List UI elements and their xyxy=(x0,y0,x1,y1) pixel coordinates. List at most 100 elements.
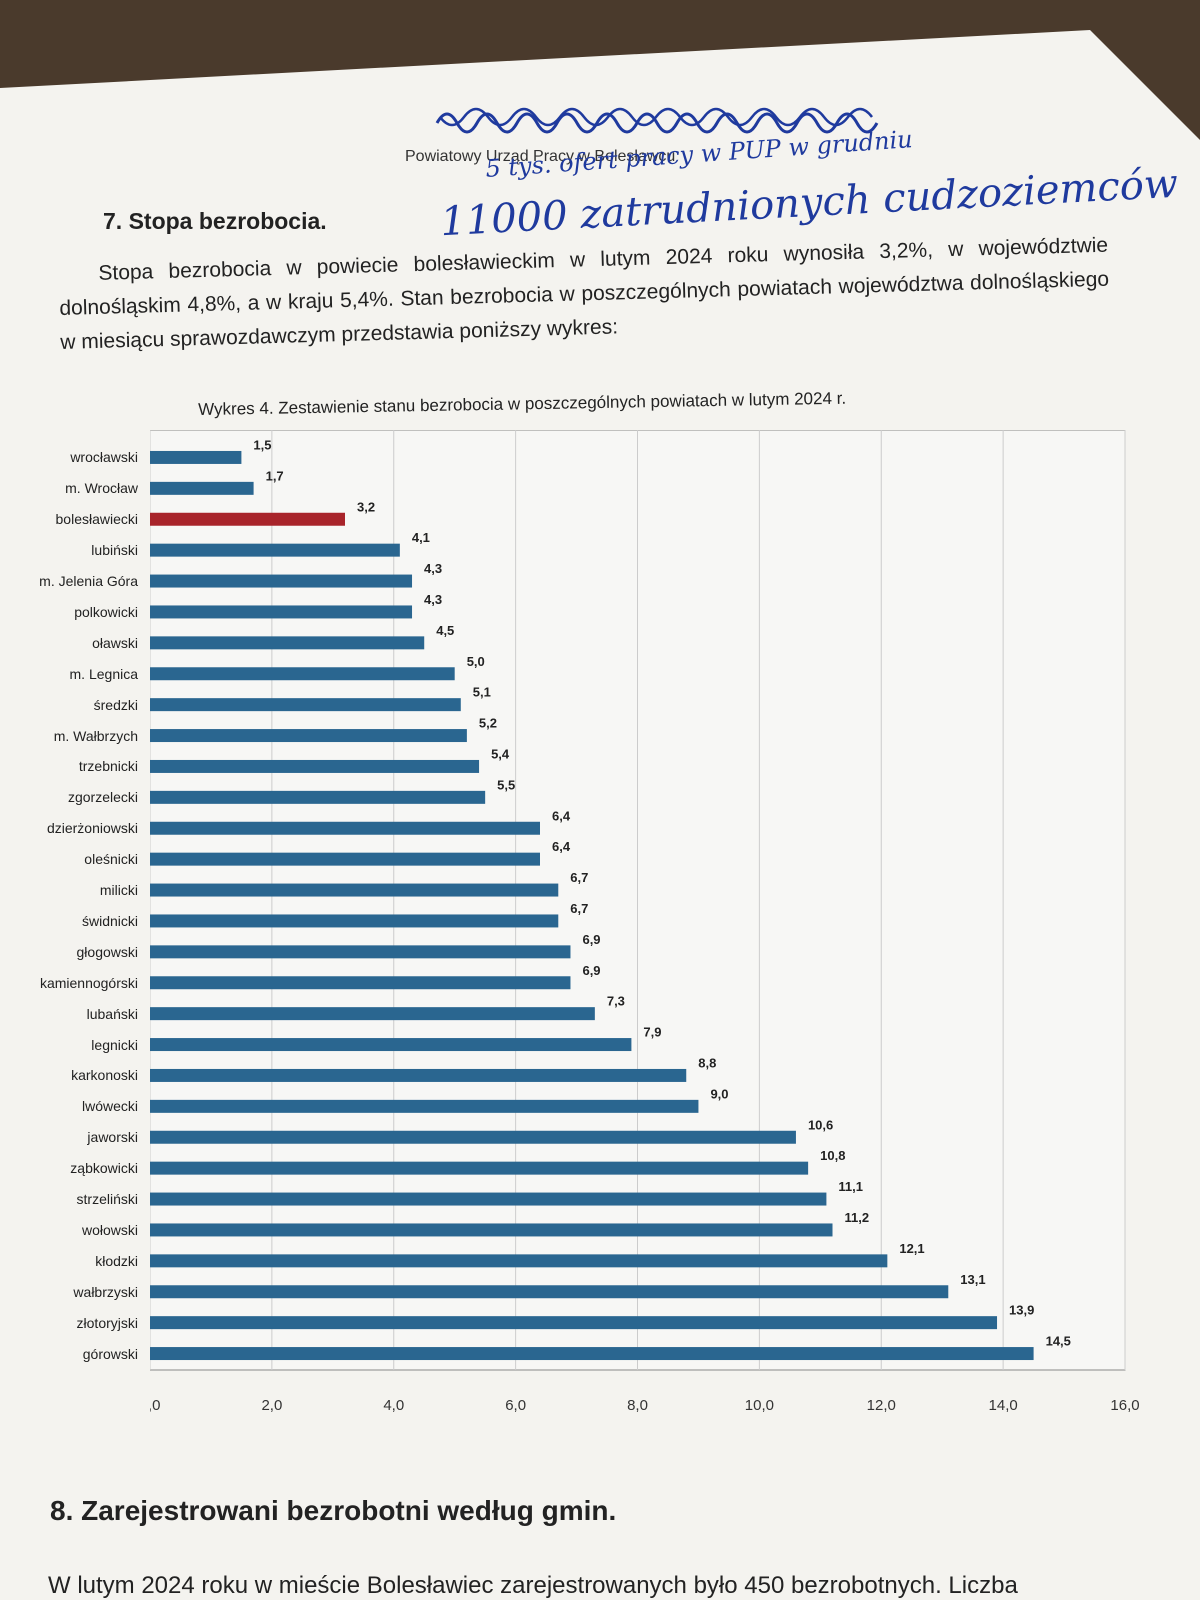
category-label: lubiński xyxy=(91,542,138,558)
value-label: 13,1 xyxy=(960,1272,985,1287)
section-8-title: 8. Zarejestrowani bezrobotni według gmin… xyxy=(50,1495,616,1527)
x-tick-label: 0,0 xyxy=(150,1397,160,1414)
value-label: 1,5 xyxy=(253,437,271,452)
bar-8 xyxy=(150,698,461,711)
section-7-title: 7. Stopa bezrobocia. xyxy=(103,208,327,235)
category-label: średzki xyxy=(94,697,138,713)
value-label: 6,7 xyxy=(570,870,588,885)
unemployment-bar-chart: 0,0 2,0 4,0 6,0 8,0 10,0 12,0 14,0 16,0 1,5 1,7 3,2… xyxy=(150,430,1140,1430)
bar-5 xyxy=(150,605,412,618)
bar-23 xyxy=(150,1162,808,1175)
bar-10 xyxy=(150,760,479,773)
bar-0 xyxy=(150,451,241,464)
value-label: 6,9 xyxy=(582,963,600,978)
value-label: 14,5 xyxy=(1046,1334,1071,1349)
category-label: wrocławski xyxy=(70,449,138,465)
bar-17 xyxy=(150,976,570,989)
category-label: kłodzki xyxy=(95,1253,138,1269)
bar-27 xyxy=(150,1285,948,1298)
category-label: wałbrzyski xyxy=(73,1284,138,1300)
bar-7 xyxy=(150,667,455,680)
category-label: legnicki xyxy=(91,1037,138,1053)
category-label: jaworski xyxy=(87,1129,138,1145)
bar-11 xyxy=(150,791,485,804)
bar-29 xyxy=(150,1347,1034,1360)
value-label: 10,8 xyxy=(820,1148,845,1163)
category-label: m. Legnica xyxy=(70,666,138,682)
value-label: 7,9 xyxy=(643,1025,661,1040)
x-tick-label: 14,0 xyxy=(989,1397,1018,1414)
value-label: 11,1 xyxy=(838,1179,863,1194)
category-label: trzebnicki xyxy=(79,758,138,774)
x-tick-label: 6,0 xyxy=(505,1397,526,1414)
x-tick-label: 4,0 xyxy=(383,1397,404,1414)
value-label: 8,8 xyxy=(698,1055,716,1070)
category-label: kamiennogórski xyxy=(40,975,138,991)
bar-3 xyxy=(150,544,400,557)
bar-20 xyxy=(150,1069,686,1082)
category-label: złotoryjski xyxy=(77,1315,138,1331)
category-label: m. Wrocław xyxy=(65,480,138,496)
value-label: 6,4 xyxy=(552,839,571,854)
bar-18 xyxy=(150,1007,595,1020)
category-label: karkonoski xyxy=(71,1067,138,1083)
value-label: 4,3 xyxy=(424,592,442,607)
value-label: 4,1 xyxy=(412,530,430,545)
x-tick-label: 8,0 xyxy=(627,1397,648,1414)
bar-21 xyxy=(150,1100,698,1113)
bar-9 xyxy=(150,729,467,742)
value-label: 9,0 xyxy=(710,1086,728,1101)
category-label: górowski xyxy=(83,1346,138,1362)
section-8-first-line: W lutym 2024 roku w mieście Bolesławiec … xyxy=(48,1572,1018,1600)
value-label: 6,9 xyxy=(582,932,600,947)
bar-14 xyxy=(150,884,558,897)
category-label: ząbkowicki xyxy=(70,1160,138,1176)
category-label: świdnicki xyxy=(82,913,138,929)
value-label: 10,6 xyxy=(808,1117,833,1132)
category-label: oławski xyxy=(92,635,138,651)
value-label: 11,2 xyxy=(845,1210,870,1225)
value-label: 5,5 xyxy=(497,777,515,792)
category-label: oleśnicki xyxy=(84,851,138,867)
category-label: dzierżoniowski xyxy=(47,820,138,836)
value-label: 5,4 xyxy=(491,746,510,761)
value-label: 5,2 xyxy=(479,716,497,731)
category-label: zgorzelecki xyxy=(68,789,138,805)
value-label: 4,3 xyxy=(424,561,442,576)
bar-28 xyxy=(150,1316,997,1329)
bar-25 xyxy=(150,1223,833,1236)
bar-24 xyxy=(150,1193,826,1206)
value-label: 13,9 xyxy=(1009,1303,1034,1318)
bar-26 xyxy=(150,1254,887,1267)
x-tick-label: 10,0 xyxy=(745,1397,774,1414)
category-label: lwówecki xyxy=(82,1098,138,1114)
x-tick-label: 16,0 xyxy=(1110,1397,1139,1414)
category-label: lubański xyxy=(87,1006,138,1022)
category-label: milicki xyxy=(100,882,138,898)
bar-22 xyxy=(150,1131,796,1144)
bar-12 xyxy=(150,822,540,835)
value-label: 6,4 xyxy=(552,808,571,823)
value-label: 3,2 xyxy=(357,499,375,514)
category-label: bolesławiecki xyxy=(56,511,138,527)
bar-1 xyxy=(150,482,254,495)
bar-4 xyxy=(150,575,412,588)
category-label: strzeliński xyxy=(77,1191,138,1207)
value-label: 5,1 xyxy=(473,685,491,700)
x-tick-label: 2,0 xyxy=(261,1397,282,1414)
value-label: 4,5 xyxy=(436,623,454,638)
category-label: głogowski xyxy=(77,944,138,960)
value-label: 12,1 xyxy=(899,1241,924,1256)
value-label: 7,3 xyxy=(607,994,625,1009)
bar-13 xyxy=(150,853,540,866)
value-label: 5,0 xyxy=(467,654,485,669)
bar-6 xyxy=(150,636,424,649)
bar-16 xyxy=(150,945,570,958)
x-tick-label: 12,0 xyxy=(867,1397,896,1414)
category-label: wołowski xyxy=(82,1222,138,1238)
category-label: polkowicki xyxy=(74,604,138,620)
value-label: 1,7 xyxy=(266,468,284,483)
bar-2 xyxy=(150,513,345,526)
value-label: 6,7 xyxy=(570,901,588,916)
category-label: m. Jelenia Góra xyxy=(39,573,138,589)
